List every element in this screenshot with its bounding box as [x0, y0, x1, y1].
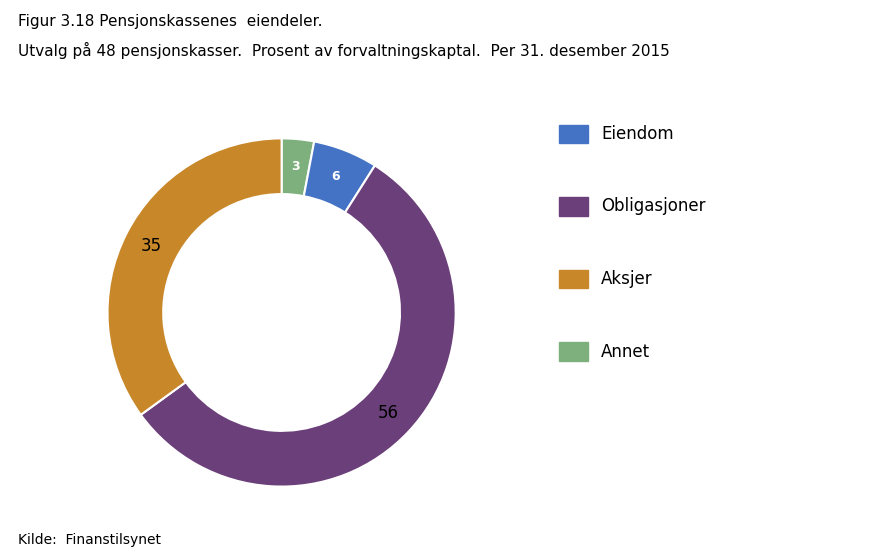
Wedge shape: [107, 138, 282, 415]
Wedge shape: [304, 142, 375, 213]
Text: 3: 3: [291, 160, 300, 174]
Text: Eiendom: Eiendom: [601, 125, 674, 143]
Text: Obligasjoner: Obligasjoner: [601, 198, 706, 215]
Text: Aksjer: Aksjer: [601, 270, 653, 288]
Text: 56: 56: [378, 403, 399, 422]
Wedge shape: [282, 138, 314, 196]
Text: Figur 3.18 Pensjonskassenes  eiendeler.: Figur 3.18 Pensjonskassenes eiendeler.: [18, 14, 322, 29]
Text: 35: 35: [141, 237, 162, 255]
Text: Annet: Annet: [601, 343, 650, 360]
Text: Kilde:  Finanstilsynet: Kilde: Finanstilsynet: [18, 533, 160, 547]
Wedge shape: [141, 166, 456, 487]
Text: Utvalg på 48 pensjonskasser.  Prosent av forvaltningskaptal.  Per 31. desember 2: Utvalg på 48 pensjonskasser. Prosent av …: [18, 42, 670, 59]
Text: 6: 6: [331, 170, 340, 183]
